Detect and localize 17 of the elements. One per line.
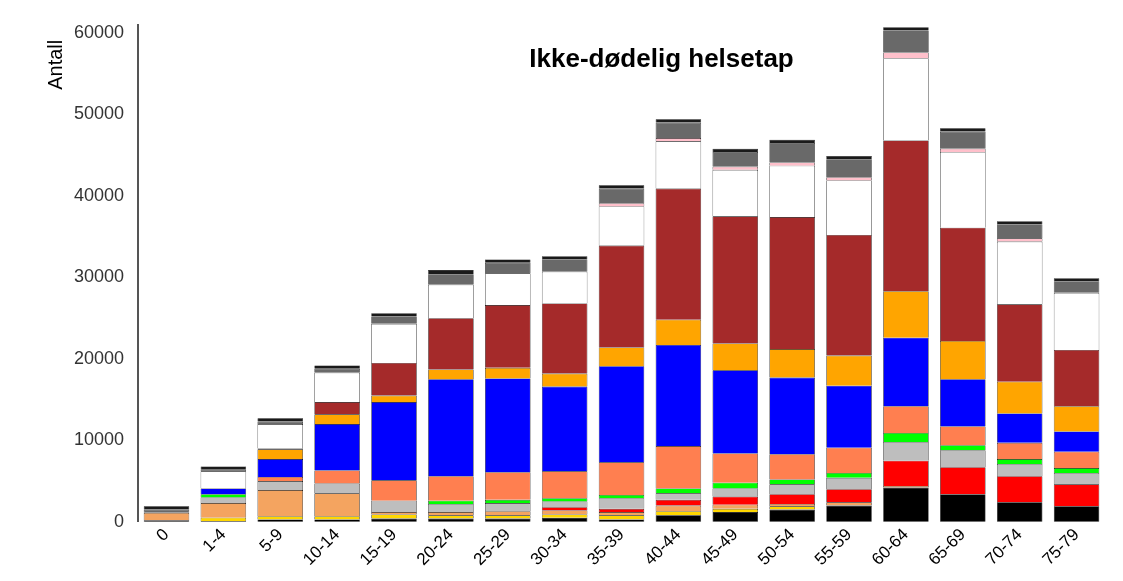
bar xyxy=(940,494,986,522)
y-tick-label: 20000 xyxy=(73,347,125,368)
x-tick-label: 5-9 xyxy=(255,524,287,556)
y-tick-label: 40000 xyxy=(73,184,125,205)
y-tick-label: 60000 xyxy=(73,21,125,42)
text: Ikke-dødelig helsetap xyxy=(529,42,794,73)
bar xyxy=(1053,506,1100,522)
x-tick-label: 0 xyxy=(152,524,173,545)
bar xyxy=(826,505,872,522)
x-tick-label: 1-4 xyxy=(198,524,230,556)
y-tick-label: 0 xyxy=(114,510,125,531)
y-axis-title: Antall xyxy=(43,39,66,90)
y-tick-label: 50000 xyxy=(73,103,125,124)
bar xyxy=(883,487,929,522)
y-tick-label: 30000 xyxy=(73,266,125,287)
bar xyxy=(769,509,815,522)
y-tick-label: 10000 xyxy=(73,429,125,450)
